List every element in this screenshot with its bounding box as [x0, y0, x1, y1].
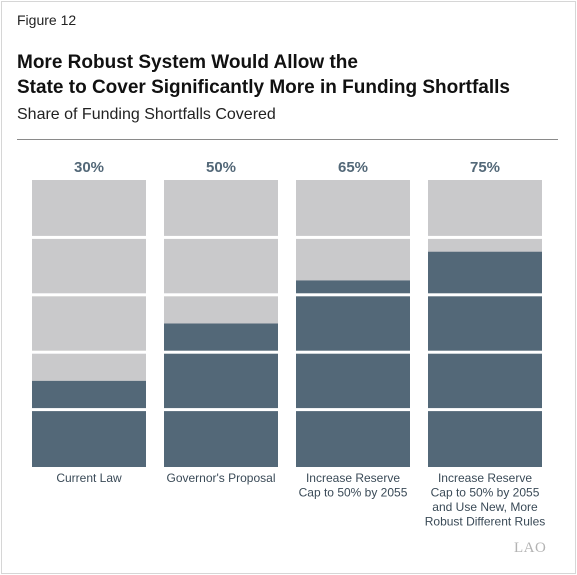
figure-label: Figure 12 [17, 12, 77, 28]
chart-title: More Robust System Would Allow the State… [17, 50, 567, 100]
segment-divider [296, 293, 410, 297]
chart-title-line-2: State to Cover Significantly More in Fun… [17, 77, 510, 98]
segment-divider [164, 350, 278, 354]
bar-covered [296, 280, 410, 467]
chart-subtitle: Share of Funding Shortfalls Covered [17, 106, 276, 123]
category-label: and Use New, More [432, 500, 538, 514]
segment-divider [32, 350, 146, 354]
category-label: Current Law [56, 471, 122, 485]
segment-divider [296, 408, 410, 412]
segment-divider [428, 350, 542, 354]
category-label: Governor's Proposal [166, 471, 275, 485]
title-divider [17, 139, 558, 140]
category-label: Increase Reserve [438, 471, 532, 485]
value-label: 75% [470, 159, 500, 176]
segment-divider [296, 350, 410, 354]
category-label: Robust Different Rules [425, 515, 546, 529]
segment-divider [32, 293, 146, 297]
category-label: Cap to 50% by 2055 [431, 486, 540, 500]
value-label: 50% [206, 159, 236, 176]
bar-covered [164, 323, 278, 467]
bar-covered [32, 380, 146, 467]
segment-divider [428, 293, 542, 297]
segment-divider [428, 235, 542, 239]
segment-divider [428, 408, 542, 412]
value-label: 65% [338, 159, 368, 176]
value-label: 30% [74, 159, 104, 176]
bar-covered [428, 251, 542, 467]
segment-divider [164, 235, 278, 239]
segment-divider [296, 235, 410, 239]
chart-title-line-1: More Robust System Would Allow the [17, 52, 358, 73]
category-label: Cap to 50% by 2055 [299, 486, 408, 500]
segment-divider [164, 408, 278, 412]
lao-logo: LAO [514, 540, 547, 556]
segment-divider [164, 293, 278, 297]
category-label: Increase Reserve [306, 471, 400, 485]
segment-divider [32, 408, 146, 412]
segment-divider [32, 235, 146, 239]
